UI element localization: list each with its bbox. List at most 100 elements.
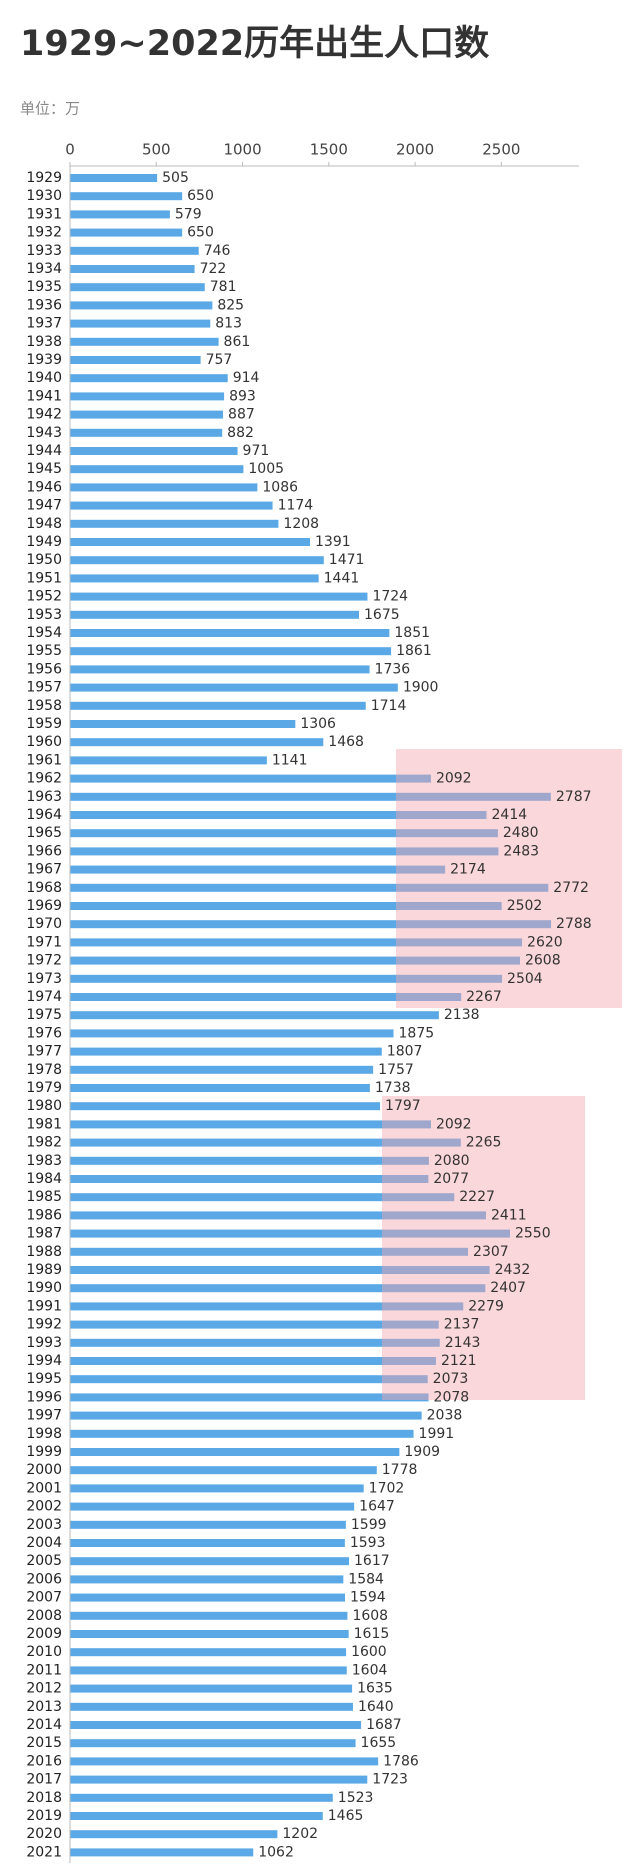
value-label: 1736 <box>375 661 411 677</box>
y-tick-label: 1974 <box>26 989 62 1005</box>
value-label: 2407 <box>490 1280 526 1296</box>
chart-title: 1929~2022历年出生人口数 <box>20 24 489 64</box>
bar <box>70 866 445 874</box>
y-tick-label: 1964 <box>26 807 62 823</box>
value-label: 1174 <box>278 498 314 514</box>
bar <box>70 229 182 237</box>
y-tick-label: 1968 <box>26 880 62 896</box>
y-tick-label: 1973 <box>26 971 62 987</box>
value-label: 2414 <box>492 807 528 823</box>
x-tick-label: 1500 <box>310 141 348 159</box>
x-tick-label: 2000 <box>396 141 434 159</box>
bar <box>70 520 278 528</box>
bar <box>70 1357 436 1365</box>
bar <box>70 593 367 601</box>
value-label: 2787 <box>556 789 592 805</box>
bar <box>70 1120 431 1128</box>
bar <box>70 1830 277 1838</box>
value-label: 1875 <box>399 1025 435 1041</box>
y-tick-label: 1948 <box>26 516 62 532</box>
value-label: 914 <box>233 370 260 386</box>
value-label: 1786 <box>383 1753 419 1769</box>
bar <box>70 1412 422 1420</box>
value-label: 1523 <box>338 1790 374 1806</box>
value-label: 1594 <box>350 1590 386 1606</box>
value-label: 2550 <box>515 1226 551 1242</box>
y-tick-label: 1933 <box>26 243 62 259</box>
y-tick-label: 1993 <box>26 1335 62 1351</box>
bar <box>70 1066 373 1074</box>
y-tick-label: 2009 <box>26 1626 62 1642</box>
y-tick-label: 1999 <box>26 1444 62 1460</box>
value-label: 1909 <box>404 1444 440 1460</box>
y-tick-label: 1937 <box>26 316 62 332</box>
y-tick-label: 1944 <box>26 443 62 459</box>
bar <box>70 429 222 437</box>
y-tick-label: 1957 <box>26 680 62 696</box>
y-tick-label: 1963 <box>26 789 62 805</box>
value-label: 1141 <box>272 752 308 768</box>
bar <box>70 392 224 400</box>
value-label: 1861 <box>396 643 432 659</box>
value-label: 1655 <box>361 1735 397 1751</box>
y-tick-label: 1989 <box>26 1262 62 1278</box>
bar <box>70 574 319 582</box>
bar <box>70 502 273 510</box>
bar <box>70 1666 347 1674</box>
y-tick-label: 1994 <box>26 1353 62 1369</box>
y-tick-label: 1996 <box>26 1389 62 1405</box>
bar <box>70 1575 343 1583</box>
value-label: 1757 <box>378 1062 414 1078</box>
bar <box>70 665 370 673</box>
value-label: 1675 <box>364 607 400 623</box>
y-tick-label: 2004 <box>26 1535 62 1551</box>
value-label: 2143 <box>445 1335 481 1351</box>
x-tick-label: 2500 <box>482 141 520 159</box>
value-label: 2432 <box>495 1262 531 1278</box>
bar <box>70 775 431 783</box>
bar <box>70 1157 429 1165</box>
x-tick-label: 500 <box>142 141 171 159</box>
y-tick-label: 2006 <box>26 1571 62 1587</box>
bar <box>70 174 157 182</box>
y-tick-label: 2008 <box>26 1608 62 1624</box>
value-label: 1208 <box>283 516 319 532</box>
y-tick-label: 1954 <box>26 625 62 641</box>
value-label: 650 <box>187 225 214 241</box>
bar <box>70 1484 364 1492</box>
bar <box>70 1448 399 1456</box>
bar <box>70 1612 347 1620</box>
y-tick-label: 2010 <box>26 1644 62 1660</box>
value-label: 1062 <box>258 1844 294 1860</box>
bar <box>70 756 267 764</box>
y-tick-label: 2012 <box>26 1681 62 1697</box>
bar <box>70 629 389 637</box>
bar <box>70 1175 428 1183</box>
bar <box>70 1594 345 1602</box>
bar <box>70 1393 429 1401</box>
value-label: 1584 <box>348 1571 384 1587</box>
value-label: 2174 <box>450 862 486 878</box>
value-label: 2480 <box>503 825 539 841</box>
value-label: 2138 <box>444 1007 480 1023</box>
bar <box>70 1521 346 1529</box>
y-tick-label: 2017 <box>26 1772 62 1788</box>
y-tick-label: 2007 <box>26 1590 62 1606</box>
y-tick-label: 1997 <box>26 1408 62 1424</box>
value-label: 1991 <box>419 1426 455 1442</box>
bar <box>70 1102 380 1110</box>
value-label: 2121 <box>441 1353 477 1369</box>
value-label: 1005 <box>248 461 284 477</box>
value-label: 893 <box>229 388 256 404</box>
y-tick-label: 1940 <box>26 370 62 386</box>
value-label: 1687 <box>366 1717 402 1733</box>
y-tick-label: 2011 <box>26 1662 62 1678</box>
value-label: 2411 <box>491 1207 527 1223</box>
value-label: 1086 <box>262 479 298 495</box>
value-label: 781 <box>210 279 237 295</box>
y-tick-label: 1976 <box>26 1025 62 1041</box>
value-label: 1471 <box>329 552 365 568</box>
value-label: 971 <box>243 443 270 459</box>
y-tick-label: 1932 <box>26 225 62 241</box>
